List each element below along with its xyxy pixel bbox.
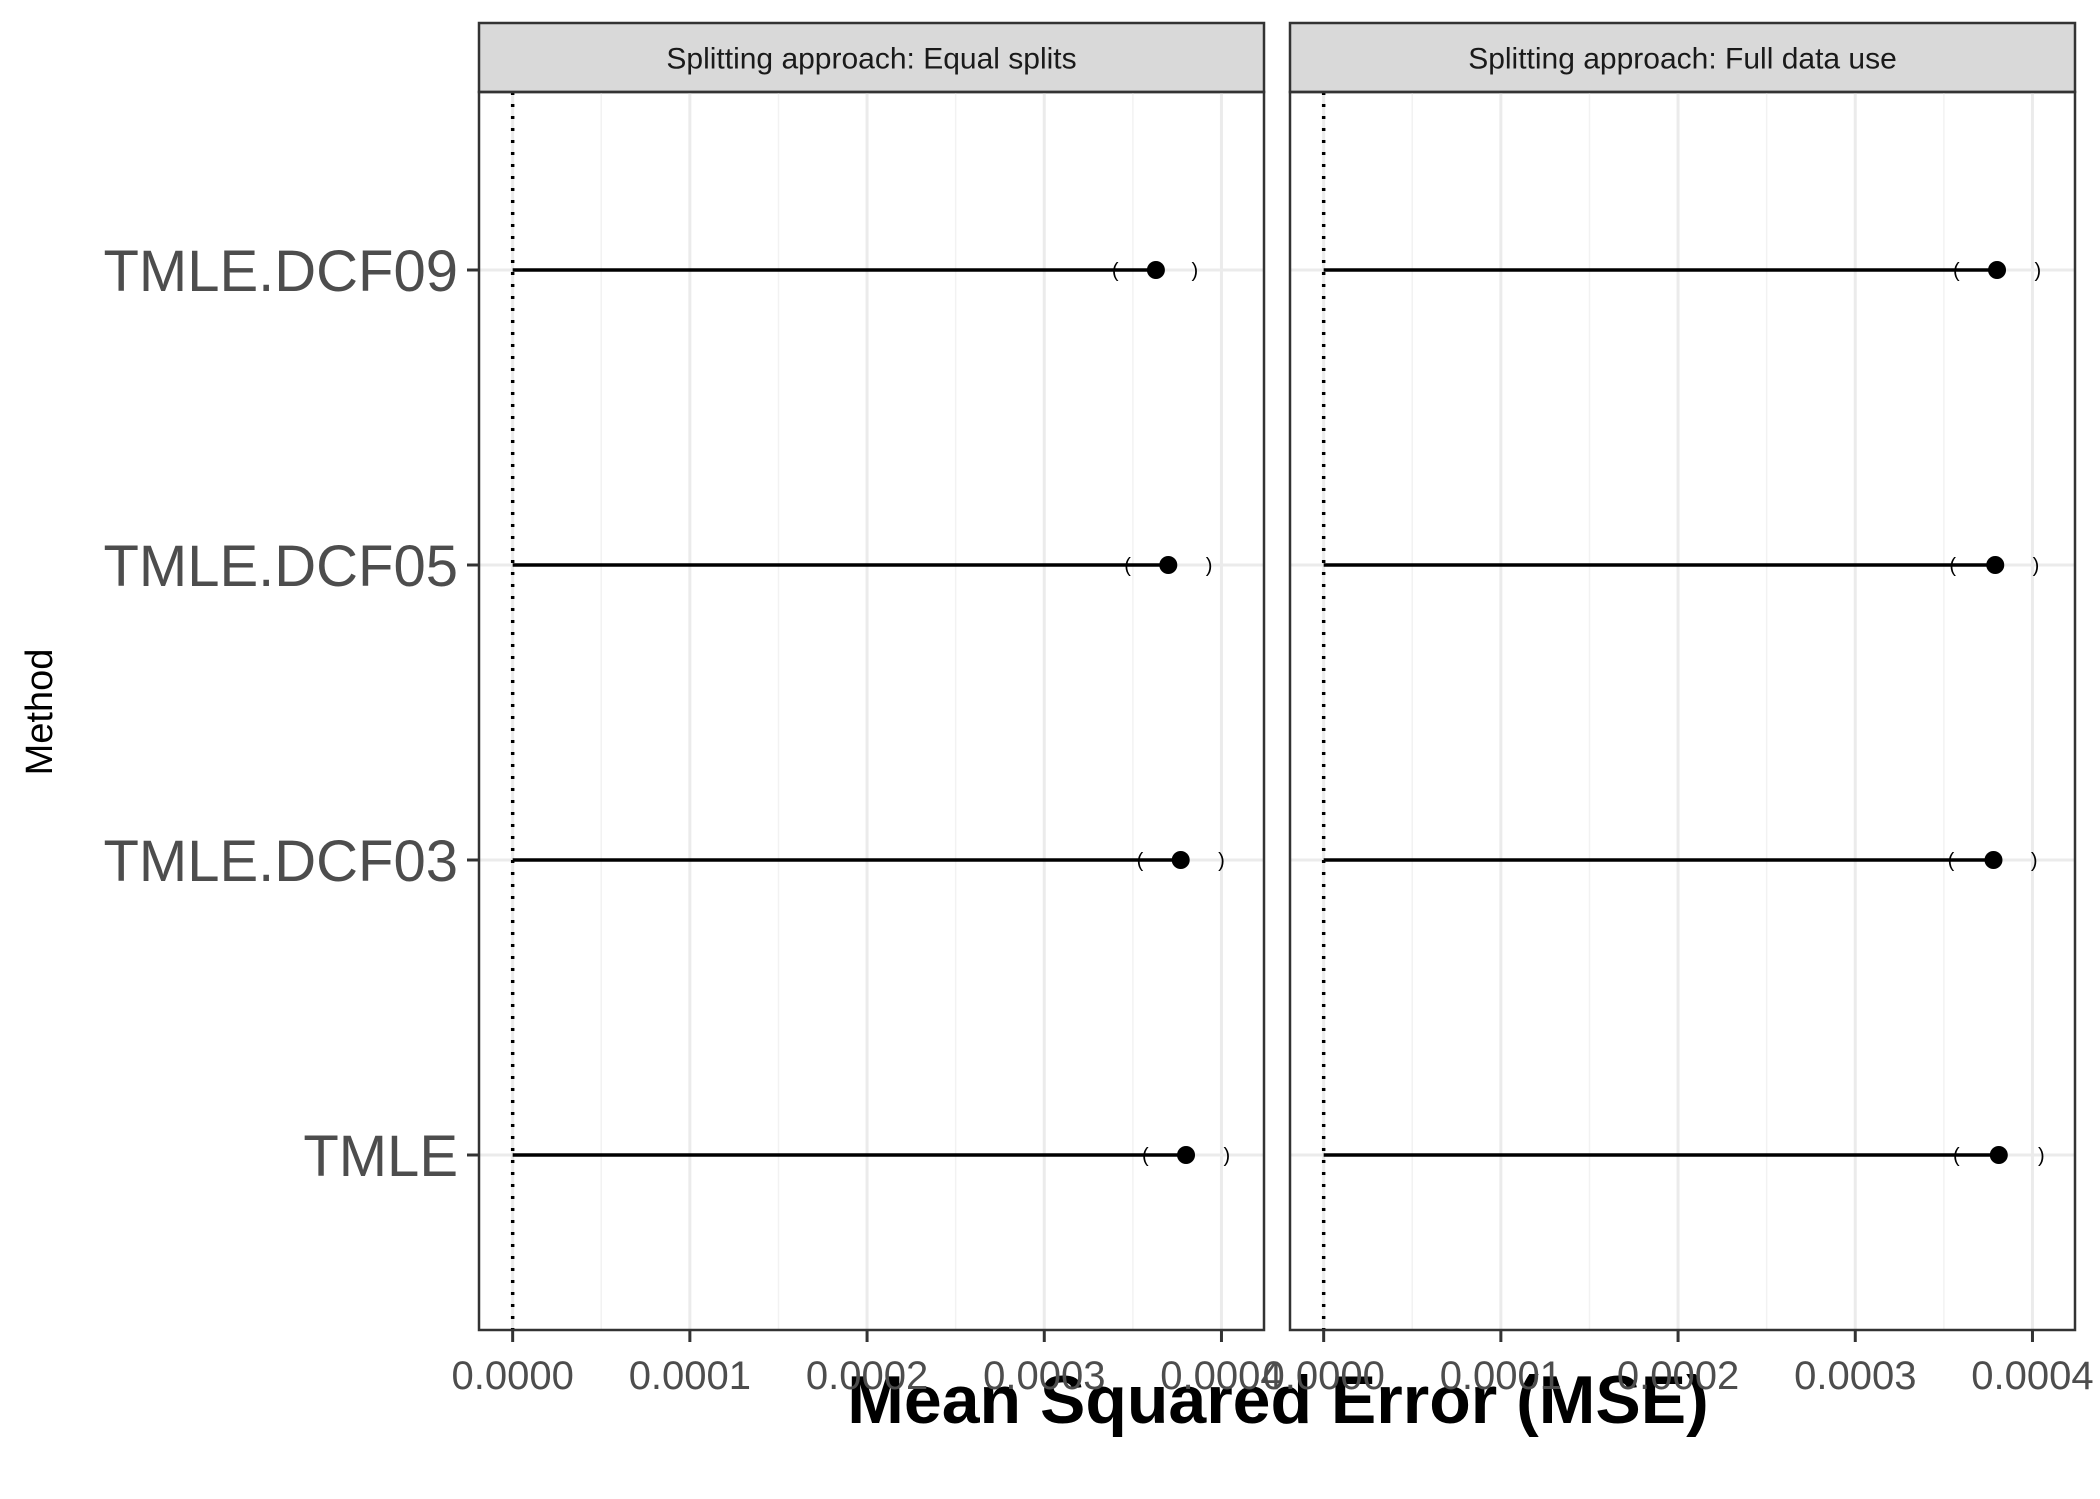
y-tick-label: TMLE.DCF09 [103, 239, 458, 304]
ci-lower-marker: ( [1137, 850, 1144, 872]
ci-upper-marker: ) [1223, 1145, 1230, 1167]
y-tick-label: TMLE.DCF03 [103, 829, 458, 894]
ci-lower-marker: ( [1953, 1145, 1960, 1167]
ci-upper-marker: ) [2031, 850, 2038, 872]
facet-panel: Splitting approach: Equal splits () () () ()… [451, 21, 1283, 1398]
y-tick-label: TMLE.DCF05 [103, 534, 458, 599]
panel-border [1288, 90, 2077, 1332]
panel-border [477, 90, 1266, 1332]
ci-lower-marker: ( [1948, 850, 1955, 872]
ci-upper-marker: ) [2034, 260, 2041, 282]
x-tick-label: 0.0003 [1794, 1354, 1916, 1398]
ci-upper-marker: ) [1218, 850, 1225, 872]
y-axis-title: Method [19, 649, 61, 776]
mse-point [1159, 556, 1178, 574]
x-tick-label: 0.0002 [806, 1354, 928, 1398]
mse-point [1171, 851, 1190, 869]
x-tick-label: 0.0004 [1160, 1354, 1282, 1398]
x-tick-label: 0.0000 [1262, 1354, 1384, 1398]
ci-upper-marker: ) [2033, 555, 2040, 577]
x-axis-title: Mean Squared Error (MSE) [847, 1362, 1709, 1438]
ci-lower-marker: ( [1953, 260, 1960, 282]
ci-lower-marker: ( [1949, 555, 1956, 577]
ci-lower-marker: ( [1142, 1145, 1149, 1167]
mse-point [1984, 851, 2003, 869]
mse-point [1986, 556, 2005, 574]
x-tick-label: 0.0003 [983, 1354, 1105, 1398]
facet-strip [1288, 21, 2077, 94]
facet-panel: Splitting approach: Full data use () () () (… [1262, 21, 2094, 1398]
ci-upper-marker: ) [1206, 555, 1213, 577]
mse-point [1177, 1146, 1196, 1164]
x-tick-label: 0.0001 [1440, 1354, 1562, 1398]
mse-point [1988, 261, 2007, 279]
x-tick-label: 0.0004 [1971, 1354, 2093, 1398]
x-tick-label: 0.0001 [629, 1354, 751, 1398]
facet-strip-label: Splitting approach: Full data use [1468, 43, 1897, 76]
x-tick-label: 0.0002 [1617, 1354, 1739, 1398]
ci-lower-marker: ( [1124, 555, 1131, 577]
facet-strip-label: Splitting approach: Equal splits [666, 43, 1076, 76]
mse-point [1989, 1146, 2008, 1164]
y-tick-label: TMLE [303, 1124, 458, 1189]
ci-lower-marker: ( [1112, 260, 1119, 282]
ci-upper-marker: ) [1192, 260, 1199, 282]
mse-point [1146, 261, 1165, 279]
ci-upper-marker: ) [2038, 1145, 2045, 1167]
x-tick-label: 0.0000 [451, 1354, 573, 1398]
